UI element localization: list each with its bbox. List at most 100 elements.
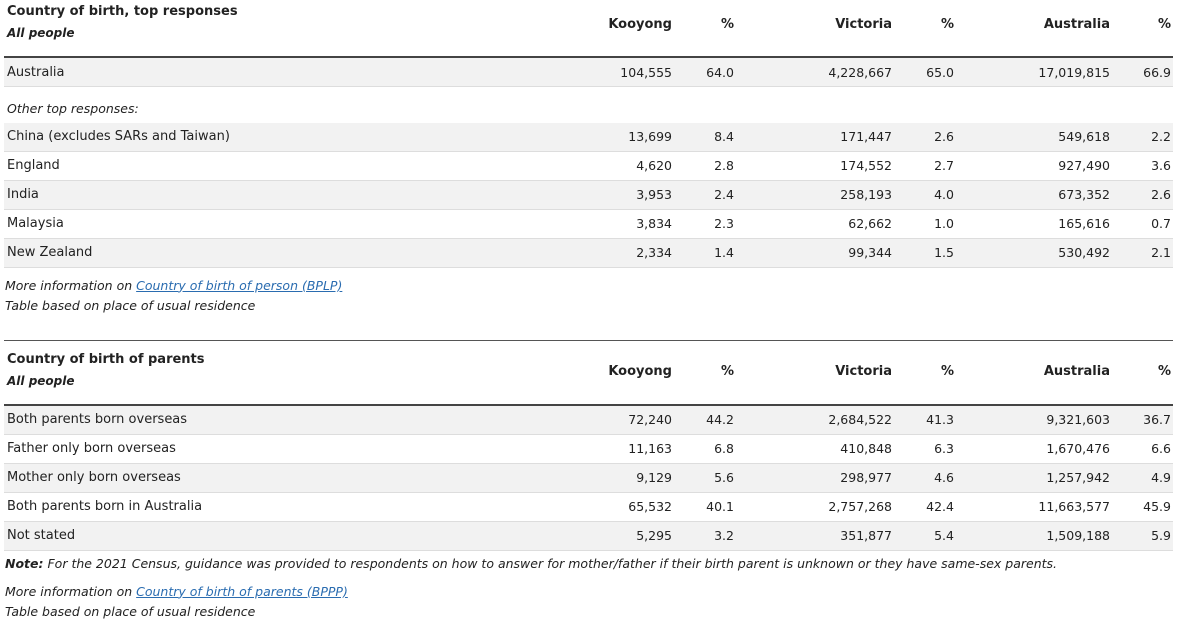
row-label: China (excludes SARs and Taiwan)	[4, 122, 540, 152]
col-header-australia-pct: %	[1157, 16, 1171, 32]
table-title: Country of birth of parents	[7, 351, 205, 367]
cell-value: 5.6	[674, 463, 736, 493]
table-row: New Zealand 2,334 1.4 99,344 1.5 530,492…	[4, 238, 1173, 268]
table-subtitle: All people	[7, 26, 75, 40]
cell-value: 1,257,942	[956, 463, 1112, 493]
cell-value: 1,670,476	[956, 434, 1112, 464]
cell-value: 11,163	[540, 434, 674, 464]
cell-value: 4,228,667	[736, 57, 894, 87]
row-label: India	[4, 180, 540, 210]
table-basis-note: Table based on place of usual residence	[5, 603, 256, 619]
cell-value: 1.4	[674, 238, 736, 268]
cell-value: 5.4	[894, 521, 956, 551]
cell-value: 2,684,522	[736, 404, 894, 435]
cell-value: 64.0	[674, 57, 736, 87]
table-basis-note: Table based on place of usual residence	[5, 297, 256, 313]
col-header-kooyong: Kooyong	[608, 364, 672, 379]
table-title-cell: Country of birth, top responses All peop…	[4, 0, 540, 57]
note-text: For the 2021 Census, guidance was provid…	[43, 555, 1058, 571]
cell-value: 3,953	[540, 180, 674, 210]
table-header-row: Country of birth of parents All people K…	[4, 348, 1173, 405]
row-label: Not stated	[4, 521, 540, 551]
cell-value: 6.8	[674, 434, 736, 464]
cell-value: 3.6	[1112, 151, 1173, 181]
row-label: Both parents born overseas	[4, 404, 540, 435]
col-header-australia: Australia	[1043, 16, 1110, 32]
col-header-kooyong: Kooyong	[608, 16, 672, 32]
table-title-cell: Country of birth of parents All people	[4, 348, 540, 405]
more-info-line: More information on Country of birth of …	[4, 276, 1177, 296]
cell-value: 549,618	[956, 122, 1112, 152]
cell-value: 45.9	[1112, 492, 1173, 522]
row-label: Father only born overseas	[4, 434, 540, 464]
more-info-prefix: More information on	[5, 277, 137, 293]
cell-value: 3,834	[540, 209, 674, 239]
table-header-row: Country of birth, top responses All peop…	[4, 0, 1173, 57]
bplp-link[interactable]: Country of birth of person (BPLP)	[136, 277, 343, 293]
col-header-kooyong-pct: %	[720, 364, 734, 379]
row-label: New Zealand	[4, 238, 540, 268]
cell-value: 65,532	[540, 492, 674, 522]
cell-value: 2.1	[1112, 238, 1173, 268]
table-row: Both parents born in Australia 65,532 40…	[4, 492, 1173, 522]
cell-value: 104,555	[540, 57, 674, 87]
cell-value: 66.9	[1112, 57, 1173, 87]
row-label: Malaysia	[4, 209, 540, 239]
bppp-link[interactable]: Country of birth of parents (BPPP)	[136, 583, 348, 599]
cell-value: 4.6	[894, 463, 956, 493]
cell-value: 9,321,603	[956, 404, 1112, 435]
cell-value: 1,509,188	[956, 521, 1112, 551]
col-header-victoria-pct: %	[940, 16, 954, 32]
cell-value: 13,699	[540, 122, 674, 152]
table-row: England 4,620 2.8 174,552 2.7 927,490 3.…	[4, 151, 1173, 181]
cell-value: 2.6	[894, 122, 956, 152]
cell-value: 2.2	[1112, 122, 1173, 152]
cell-value: 410,848	[736, 434, 894, 464]
cell-value: 65.0	[894, 57, 956, 87]
cell-value: 9,129	[540, 463, 674, 493]
cell-value: 673,352	[956, 180, 1112, 210]
cell-value: 2.3	[674, 209, 736, 239]
cell-value: 530,492	[956, 238, 1112, 268]
cell-value: 927,490	[956, 151, 1112, 181]
cell-value: 40.1	[674, 492, 736, 522]
col-header-victoria: Victoria	[835, 364, 892, 379]
more-info-prefix: More information on	[5, 583, 137, 599]
country-of-birth-table: Country of birth, top responses All peop…	[4, 0, 1173, 268]
cell-value: 0.7	[1112, 209, 1173, 239]
cell-value: 42.4	[894, 492, 956, 522]
row-label: England	[4, 151, 540, 181]
cell-value: 17,019,815	[956, 57, 1112, 87]
cell-value: 171,447	[736, 122, 894, 152]
cell-value: 62,662	[736, 209, 894, 239]
section-divider	[4, 339, 1173, 341]
cell-value: 1.0	[894, 209, 956, 239]
cell-value: 165,616	[956, 209, 1112, 239]
cell-value: 41.3	[894, 404, 956, 435]
cell-value: 2.4	[674, 180, 736, 210]
table-row: China (excludes SARs and Taiwan) 13,699 …	[4, 122, 1173, 152]
col-header-victoria: Victoria	[835, 16, 892, 32]
cell-value: 5.9	[1112, 521, 1173, 551]
row-label: Australia	[4, 57, 540, 87]
cell-value: 4.0	[894, 180, 956, 210]
other-responses-label: Other top responses:	[7, 101, 139, 117]
row-label: Mother only born overseas	[4, 463, 540, 493]
cell-value: 351,877	[736, 521, 894, 551]
table-row: Father only born overseas 11,163 6.8 410…	[4, 434, 1173, 464]
note-label: Note:	[5, 555, 44, 571]
cell-value: 2.6	[1112, 180, 1173, 210]
cell-value: 36.7	[1112, 404, 1173, 435]
cell-value: 4.9	[1112, 463, 1173, 493]
cell-value: 2,757,268	[736, 492, 894, 522]
cell-value: 11,663,577	[956, 492, 1112, 522]
table-row: Not stated 5,295 3.2 351,877 5.4 1,509,1…	[4, 521, 1173, 551]
cell-value: 258,193	[736, 180, 894, 210]
table-title: Country of birth, top responses	[7, 4, 238, 19]
more-info-line: More information on Country of birth of …	[4, 582, 1177, 602]
cell-value: 8.4	[674, 122, 736, 152]
col-header-victoria-pct: %	[940, 364, 954, 379]
cell-value: 44.2	[674, 404, 736, 435]
cell-value: 2.7	[894, 151, 956, 181]
